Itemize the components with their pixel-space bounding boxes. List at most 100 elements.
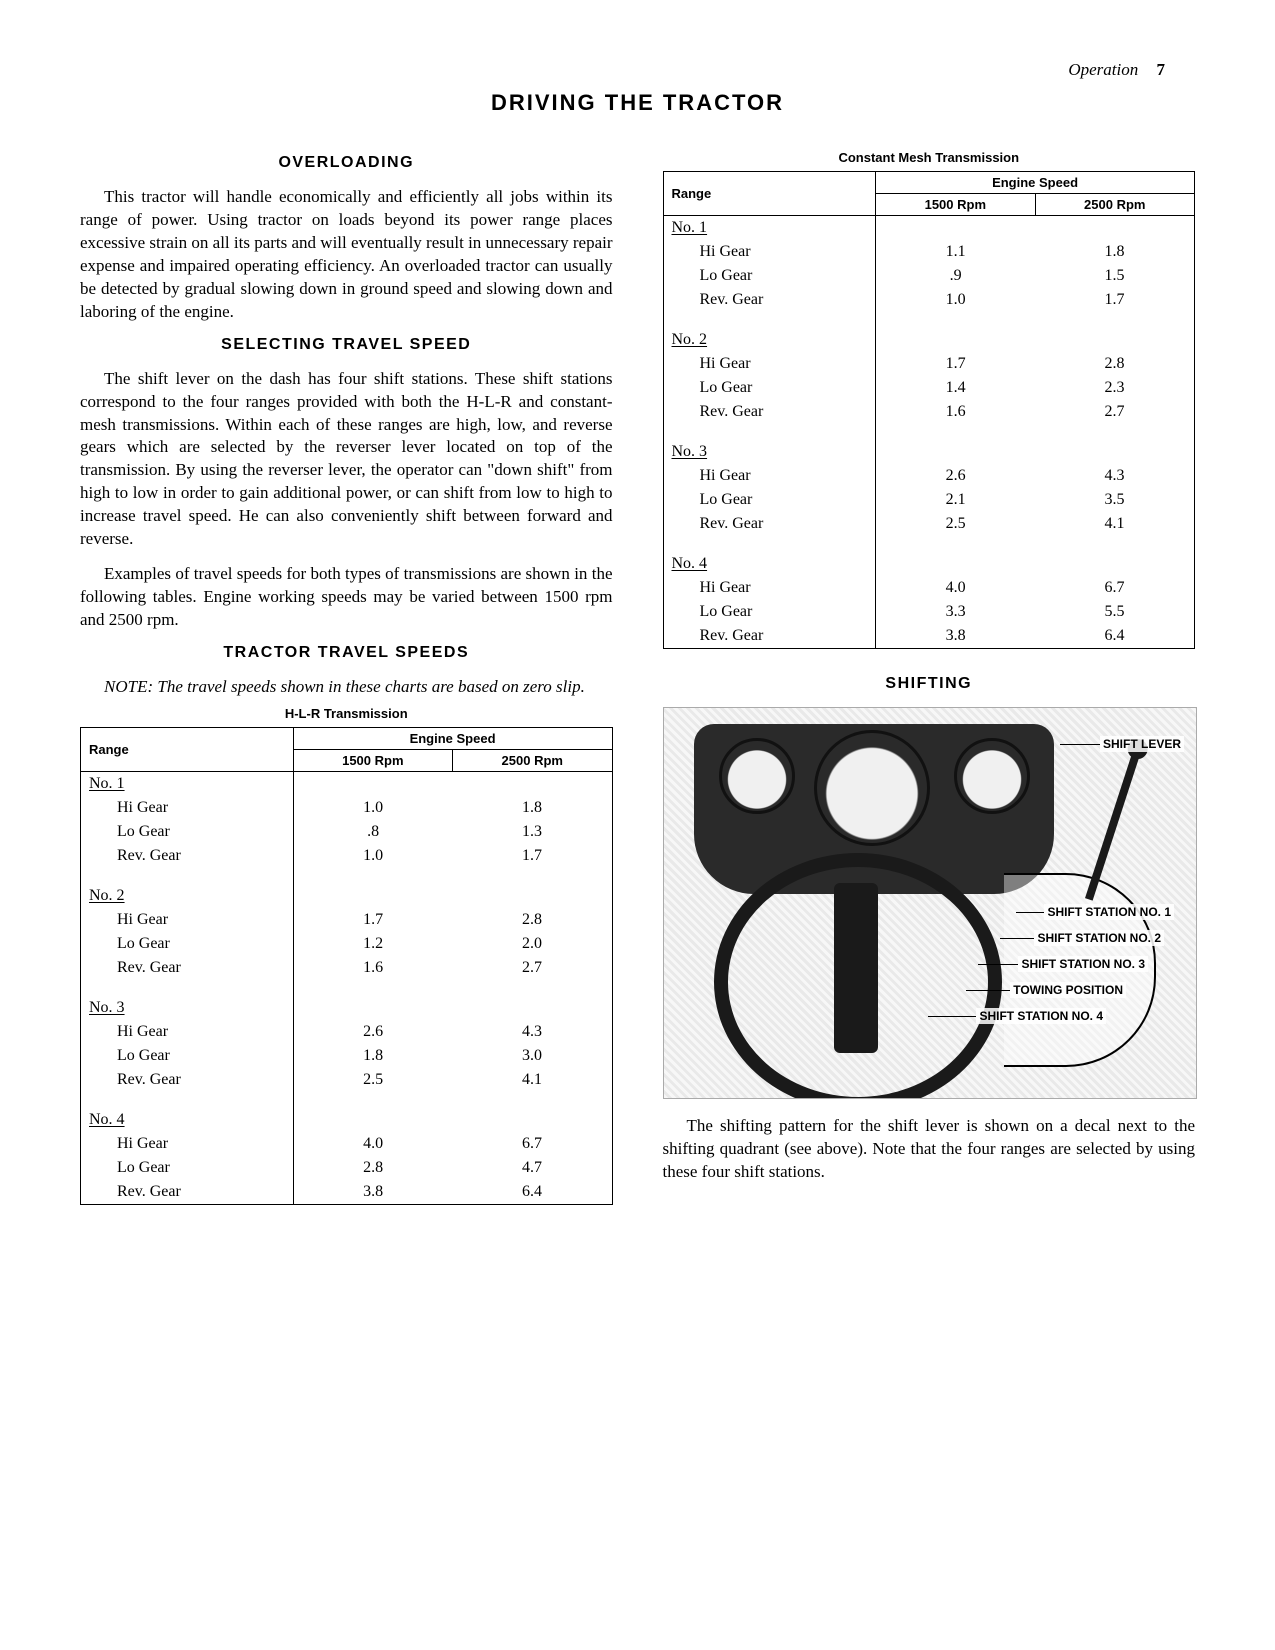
callout-station-1: SHIFT STATION NO. 1 (1044, 904, 1174, 920)
val-1500: 3.8 (293, 1180, 452, 1205)
right-column: Constant Mesh Transmission RangeEngine S… (663, 144, 1196, 1205)
table-row: Hi Gear1.11.8 (663, 240, 1195, 264)
gear-label: Rev. Gear (81, 956, 294, 980)
table-row: Hi Gear2.64.3 (663, 464, 1195, 488)
table-row: Rev. Gear1.01.7 (81, 844, 613, 868)
col-2500: 2500 Rpm (1035, 194, 1194, 216)
val-1500: 1.6 (293, 956, 452, 980)
table-hlr: RangeEngine Speed1500 Rpm2500 RpmNo. 1Hi… (80, 727, 613, 1205)
table-row: Lo Gear2.13.5 (663, 488, 1195, 512)
left-column: OVERLOADING This tractor will handle eco… (80, 144, 613, 1205)
table-row: Lo Gear1.22.0 (81, 932, 613, 956)
val-1500: 1.8 (293, 1044, 452, 1068)
val-2500: 2.8 (1035, 352, 1194, 376)
gear-label: Hi Gear (81, 1020, 294, 1044)
gear-label: Lo Gear (663, 600, 876, 624)
gear-label: Lo Gear (81, 932, 294, 956)
para-shifting: The shifting pattern for the shift lever… (663, 1115, 1196, 1184)
gear-label: Rev. Gear (81, 844, 294, 868)
table-row: Rev. Gear2.54.1 (81, 1068, 613, 1092)
table-row: Lo Gear.81.3 (81, 820, 613, 844)
val-2500: 2.7 (1035, 400, 1194, 424)
val-1500: 2.6 (876, 464, 1035, 488)
val-2500: 1.7 (453, 844, 612, 868)
table-row: Lo Gear1.42.3 (663, 376, 1195, 400)
gauge-right-icon (954, 738, 1030, 814)
col-range: Range (81, 728, 294, 772)
val-2500: 4.1 (1035, 512, 1194, 536)
gear-label: Lo Gear (81, 820, 294, 844)
val-1500: .9 (876, 264, 1035, 288)
gear-label: Hi Gear (81, 908, 294, 932)
table-row: Rev. Gear1.62.7 (663, 400, 1195, 424)
val-1500: 2.1 (876, 488, 1035, 512)
table-row: Hi Gear1.72.8 (663, 352, 1195, 376)
val-2500: 2.7 (453, 956, 612, 980)
val-2500: 1.8 (453, 796, 612, 820)
range-label: No. 1 (81, 772, 294, 797)
val-1500: 1.0 (293, 844, 452, 868)
para-selecting-1: The shift lever on the dash has four shi… (80, 368, 613, 552)
heading-selecting-speed: SELECTING TRAVEL SPEED (80, 336, 613, 354)
gear-label: Hi Gear (81, 1132, 294, 1156)
val-2500: 2.8 (453, 908, 612, 932)
val-2500: 5.5 (1035, 600, 1194, 624)
val-1500: 4.0 (876, 576, 1035, 600)
val-2500: 4.3 (453, 1020, 612, 1044)
range-label: No. 2 (81, 884, 294, 908)
val-2500: 3.5 (1035, 488, 1194, 512)
callout-station-4: SHIFT STATION NO. 4 (976, 1008, 1106, 1024)
gear-label: Rev. Gear (663, 288, 876, 312)
table-cm: RangeEngine Speed1500 Rpm2500 RpmNo. 1Hi… (663, 171, 1196, 649)
para-overloading: This tractor will handle economically an… (80, 186, 613, 324)
val-2500: 4.3 (1035, 464, 1194, 488)
val-1500: 3.8 (876, 624, 1035, 649)
val-1500: 1.0 (293, 796, 452, 820)
table-row: Rev. Gear3.86.4 (81, 1180, 613, 1205)
val-2500: 6.4 (1035, 624, 1194, 649)
val-2500: 1.3 (453, 820, 612, 844)
val-1500: 1.7 (876, 352, 1035, 376)
page-title: DRIVING THE TRACTOR (80, 90, 1195, 116)
page-number: 7 (1157, 60, 1166, 79)
val-2500: 2.0 (453, 932, 612, 956)
table-row: Rev. Gear3.86.4 (663, 624, 1195, 649)
header-section: Operation (1068, 60, 1138, 79)
val-1500: 2.8 (293, 1156, 452, 1180)
steering-column-shape (834, 883, 878, 1053)
val-2500: 6.7 (1035, 576, 1194, 600)
gear-label: Hi Gear (663, 352, 876, 376)
gear-label: Lo Gear (663, 488, 876, 512)
gear-label: Lo Gear (663, 376, 876, 400)
gauge-center-icon (814, 730, 930, 846)
range-label: No. 2 (663, 328, 876, 352)
gear-label: Hi Gear (663, 576, 876, 600)
gear-label: Hi Gear (81, 796, 294, 820)
val-2500: 1.8 (1035, 240, 1194, 264)
gear-label: Lo Gear (663, 264, 876, 288)
val-1500: 2.5 (876, 512, 1035, 536)
val-1500: 1.1 (876, 240, 1035, 264)
callout-shift-lever: SHIFT LEVER (1100, 736, 1184, 752)
gear-label: Lo Gear (81, 1044, 294, 1068)
callout-station-3: SHIFT STATION NO. 3 (1018, 956, 1148, 972)
val-2500: 1.7 (1035, 288, 1194, 312)
val-1500: 1.0 (876, 288, 1035, 312)
val-2500: 6.7 (453, 1132, 612, 1156)
note-zero-slip: NOTE: The travel speeds shown in these c… (80, 676, 613, 698)
table-row: Lo Gear1.83.0 (81, 1044, 613, 1068)
col-1500: 1500 Rpm (293, 750, 452, 772)
page-header: Operation 7 (80, 60, 1195, 80)
callout-towing: TOWING POSITION (1010, 982, 1126, 998)
heading-travel-speeds: TRACTOR TRAVEL SPEEDS (80, 644, 613, 662)
val-2500: 4.7 (453, 1156, 612, 1180)
val-1500: 4.0 (293, 1132, 452, 1156)
gear-label: Rev. Gear (663, 400, 876, 424)
table-row: Lo Gear2.84.7 (81, 1156, 613, 1180)
gear-label: Hi Gear (663, 240, 876, 264)
val-1500: .8 (293, 820, 452, 844)
table-row: Lo Gear3.35.5 (663, 600, 1195, 624)
gear-label: Hi Gear (663, 464, 876, 488)
val-1500: 2.6 (293, 1020, 452, 1044)
val-2500: 6.4 (453, 1180, 612, 1205)
